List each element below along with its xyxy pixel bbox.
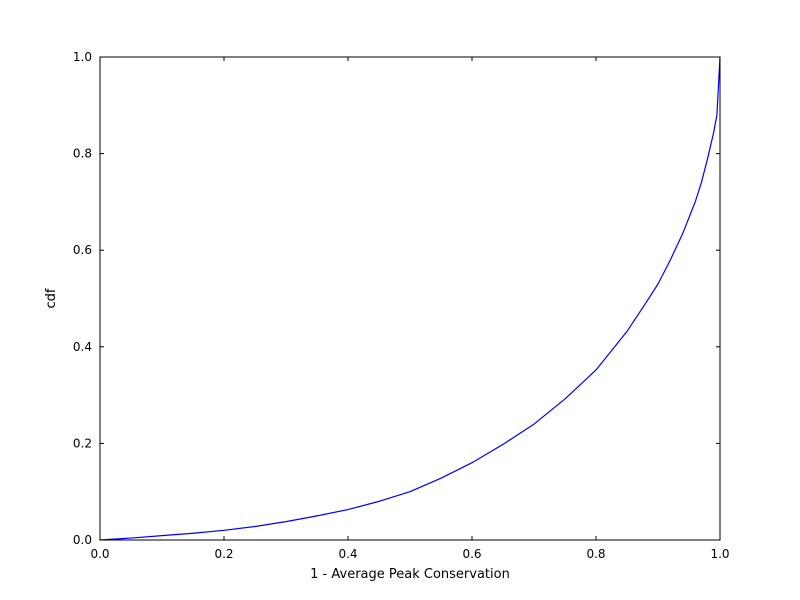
x-tick-label: 0.0 <box>90 547 109 561</box>
x-tick-label: 0.6 <box>462 547 481 561</box>
cdf-curve <box>99 56 721 541</box>
y-tick-label: 0.2 <box>73 436 92 450</box>
axes-spines <box>99 56 721 541</box>
y-tick-label: 0.6 <box>73 243 92 257</box>
y-tick-label: 1.0 <box>73 50 92 64</box>
y-tick-label: 0.0 <box>73 533 92 547</box>
y-tick-label: 0.8 <box>73 147 92 161</box>
x-tick-label: 1.0 <box>710 547 729 561</box>
y-axis-label: cdf <box>44 288 59 308</box>
x-axis-label: 1 - Average Peak Conservation <box>310 567 510 582</box>
x-tick-label: 0.4 <box>338 547 357 561</box>
x-tick-label: 0.2 <box>214 547 233 561</box>
y-tick-label: 0.4 <box>73 340 92 354</box>
x-tick-label: 0.8 <box>586 547 605 561</box>
plot-area <box>100 57 720 540</box>
